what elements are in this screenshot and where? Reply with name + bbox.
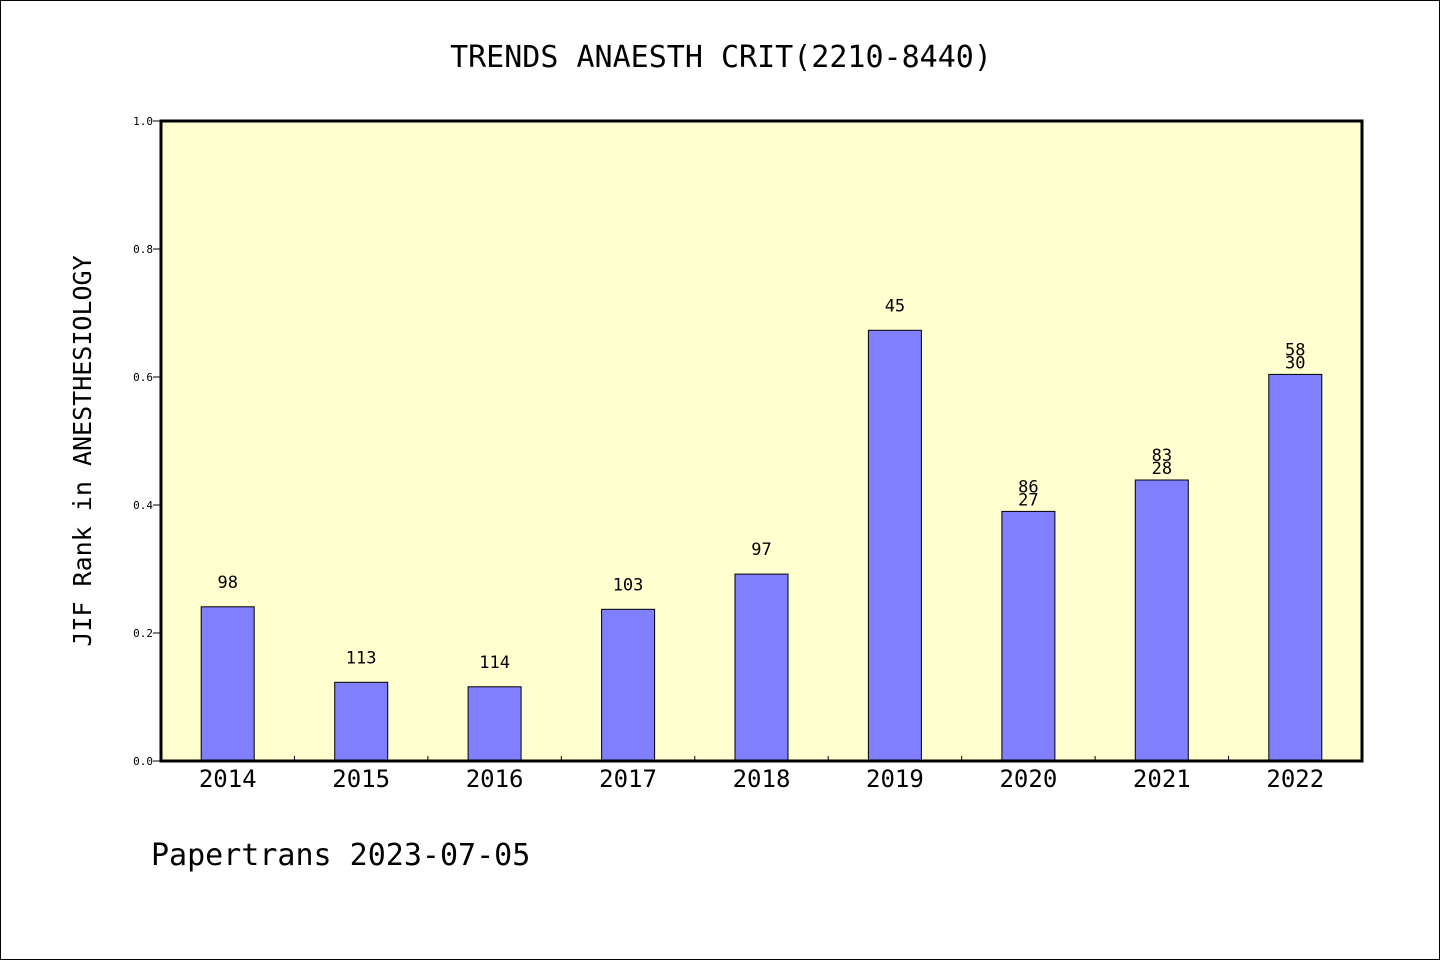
x-tick-label: 2022 bbox=[1266, 765, 1324, 793]
x-tick-label: 2020 bbox=[999, 765, 1057, 793]
bar-2014 bbox=[200, 606, 255, 762]
footer-text: Papertrans 2023-07-05 bbox=[151, 838, 530, 873]
data-label: 30 bbox=[1285, 353, 1305, 373]
data-label: 28 bbox=[1152, 459, 1172, 479]
bar-2020 bbox=[1001, 510, 1056, 762]
bar-2018 bbox=[734, 573, 789, 762]
chart-title: TRENDS ANAESTH CRIT(2210-8440) bbox=[450, 40, 992, 75]
bar-2016 bbox=[467, 686, 522, 762]
data-label: 45 bbox=[885, 296, 905, 316]
data-label: 58 bbox=[1285, 340, 1305, 360]
y-tick-label: 0.2 bbox=[133, 627, 153, 640]
y-axis-label: JIF Rank in ANESTHESIOLOGY bbox=[68, 255, 97, 646]
bars-layer bbox=[200, 329, 1323, 762]
bar-2017 bbox=[601, 608, 656, 762]
x-tick-label: 2021 bbox=[1133, 765, 1191, 793]
x-tick-label: 2017 bbox=[599, 765, 657, 793]
y-tick-label: 0.0 bbox=[133, 755, 153, 768]
data-label: 97 bbox=[751, 540, 771, 560]
ticks-layer: 0.0 0.2 0.4 0.6 0.8 1.0 2014 2015 2016 2017 2018 20… bbox=[133, 115, 1324, 793]
data-label: 114 bbox=[479, 653, 510, 673]
y-tick-label: 0.4 bbox=[133, 499, 153, 512]
plot-border bbox=[159, 119, 1364, 763]
y-tick-label: 0.8 bbox=[133, 243, 153, 256]
data-label: 98 bbox=[217, 573, 237, 593]
x-tick-label: 2019 bbox=[866, 765, 924, 793]
data-label: 27 bbox=[1018, 490, 1038, 510]
y-tick-label: 1.0 bbox=[133, 115, 153, 128]
data-label: 103 bbox=[613, 575, 644, 595]
bar-2022 bbox=[1268, 373, 1323, 762]
bar-2021 bbox=[1134, 479, 1189, 762]
x-tick-label: 2018 bbox=[733, 765, 791, 793]
data-label: 83 bbox=[1152, 446, 1172, 466]
x-tick-label: 2016 bbox=[466, 765, 524, 793]
bar-2015 bbox=[334, 681, 389, 762]
data-label: 86 bbox=[1018, 477, 1038, 497]
bar-2019 bbox=[867, 329, 922, 762]
x-tick-label: 2015 bbox=[332, 765, 390, 793]
data-label: 113 bbox=[346, 648, 377, 668]
x-tick-label: 2014 bbox=[199, 765, 257, 793]
y-tick-label: 0.6 bbox=[133, 371, 153, 384]
